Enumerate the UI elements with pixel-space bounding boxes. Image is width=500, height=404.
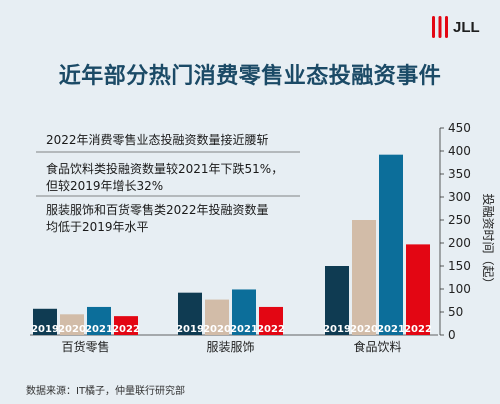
y-tick-label: 50 (448, 305, 463, 319)
annotation-text: 服装服饰和百货零售类2022年投融资数量 (46, 202, 269, 217)
y-tick-label: 400 (448, 144, 471, 158)
jll-logo-mark-icon (432, 16, 448, 38)
y-tick-label: 100 (448, 282, 471, 296)
bar-year-label: 2019 (31, 324, 59, 335)
bar-食品饮料-2022 (406, 244, 430, 335)
bar-year-label: 2020 (350, 324, 378, 335)
bar-year-label: 2020 (58, 324, 86, 335)
logo-text: JLL (453, 18, 480, 36)
y-tick-label: 250 (448, 213, 471, 227)
y-tick-label: 450 (448, 121, 471, 135)
annotation-text: 2022年消费零售业态投融资数量接近腰斩 (46, 132, 269, 147)
bar-year-label: 2020 (203, 324, 231, 335)
bar-year-label: 2019 (176, 324, 204, 335)
bar-百货零售-2022 (114, 316, 138, 335)
annotation-text: 食品饮料类投融资数量较2021年下跌51%， (46, 161, 283, 176)
bar-百货零售-2020 (60, 314, 84, 335)
y-tick-label: 350 (448, 167, 471, 181)
bar-year-label: 2022 (257, 324, 285, 335)
category-label: 服装服饰 (206, 340, 254, 354)
bar-服装服饰-2021 (232, 289, 256, 335)
annotation-text: 但较2019年增长32% (46, 178, 163, 193)
bar-服装服饰-2020 (205, 299, 229, 335)
bar-year-label: 2021 (85, 324, 113, 335)
source-note: 数据来源：IT橘子，仲量联行研究部 (26, 386, 186, 397)
y-axis-label: 投融资时间（起） (481, 193, 496, 289)
bar-year-label: 2021 (230, 324, 258, 335)
bar-服装服饰-2019 (178, 292, 202, 335)
y-tick-label: 0 (448, 328, 456, 342)
bar-year-label: 2021 (377, 324, 405, 335)
category-label: 食品饮料 (353, 339, 401, 354)
chart-title: 近年部分热门消费零售业态投融资事件 (58, 64, 442, 89)
category-label: 百货零售 (61, 339, 109, 354)
bar-百货零售-2019 (33, 308, 57, 335)
annotation-text: 均低于2019年水平 (46, 220, 149, 234)
bar-食品饮料-2020 (352, 220, 376, 335)
bar-食品饮料-2019 (325, 266, 349, 335)
bar-year-label: 2022 (112, 324, 140, 335)
y-tick-label: 300 (448, 190, 471, 204)
bar-食品饮料-2021 (379, 154, 403, 335)
y-tick-label: 150 (448, 259, 471, 273)
bar-year-label: 2022 (404, 324, 432, 335)
y-tick-label: 200 (448, 236, 471, 250)
bar-year-label: 2019 (323, 324, 351, 335)
bar-服装服饰-2022 (259, 306, 283, 335)
jll-logo: JLL (430, 14, 480, 40)
bar-百货零售-2021 (87, 306, 111, 335)
